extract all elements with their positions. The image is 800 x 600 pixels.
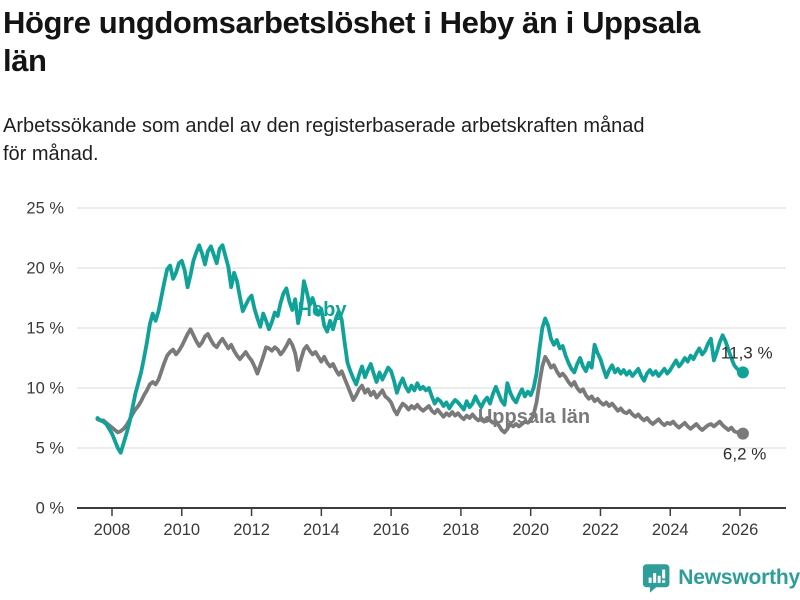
series-end-dot [736,427,749,440]
y-axis-label: 25 % [26,200,64,218]
series-line-heby [95,243,745,455]
x-axis-label: 2026 [722,521,759,539]
x-axis-label: 2024 [652,521,689,539]
x-axis-label: 2012 [233,521,270,539]
y-axis-label: 5 % [36,440,65,458]
newsworthy-logo-icon [642,564,670,593]
brand-footer: Newsworthy [642,561,800,595]
end-value-label: 6,2 % [723,445,766,464]
chart-subtitle-line1: Arbetssökande som andel av den registerb… [3,115,645,137]
x-axis-label: 2020 [512,521,549,539]
y-axis-label: 0 % [36,500,65,518]
series-label: Uppsala län [478,406,590,428]
y-axis-label: 10 % [26,380,64,398]
y-axis-label: 15 % [26,320,64,338]
x-axis-label: 2016 [373,521,410,539]
brand-name: Newsworthy [678,566,800,589]
x-axis-label: 2022 [582,521,619,539]
chart-title-line1: Högre ungdomsarbetslöshet i Heby än i Up… [3,5,700,40]
x-axis-label: 2018 [443,521,480,539]
series-end-dot [736,366,749,379]
chart-title-line2: län [3,43,47,79]
chart-subtitle: Arbetssökande som andel av den registerb… [3,112,783,169]
series-line-uppsala-lan [95,327,745,436]
series-label: Heby [298,299,348,321]
chart-title: Högre ungdomsarbetslöshet i Heby än i Up… [3,4,765,81]
x-axis-label: 2008 [94,521,131,539]
x-axis-label: 2010 [163,521,200,539]
y-axis-label: 20 % [26,260,64,278]
chart-subtitle-line2: för månad. [3,143,99,166]
x-axis-label: 2014 [303,521,340,539]
end-value-label: 11,3 % [721,343,773,362]
